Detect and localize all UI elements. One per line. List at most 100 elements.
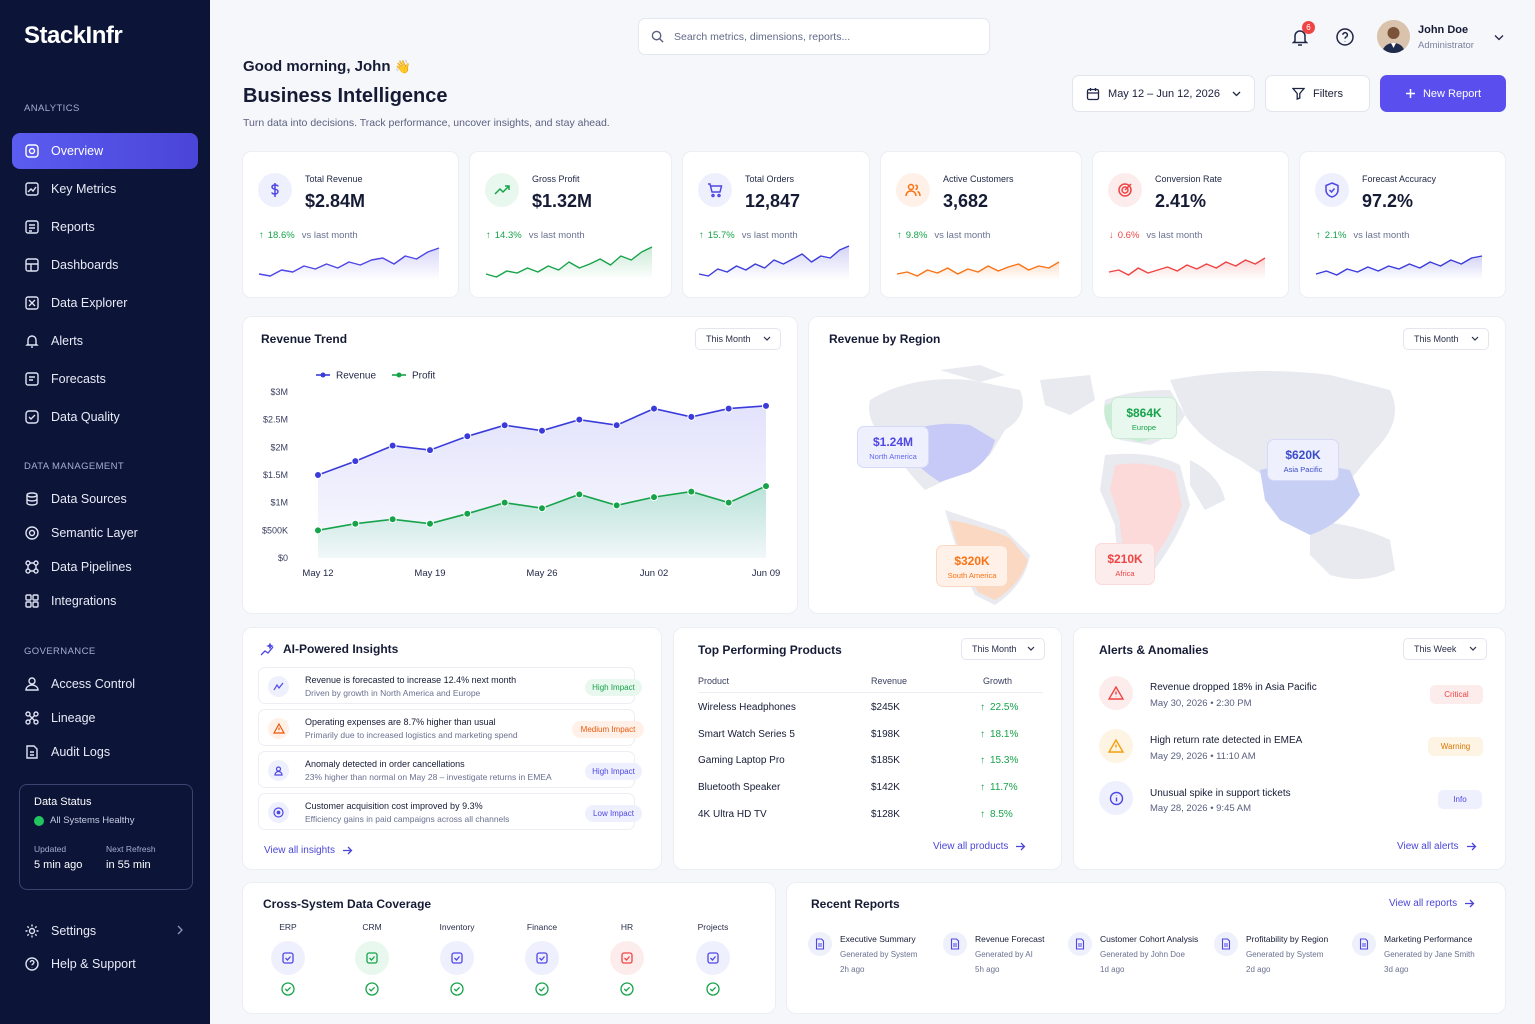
coverage-system-icon-bg[interactable]	[525, 941, 559, 975]
data-point-profit[interactable]	[538, 504, 546, 513]
sidebar-item-integrations[interactable]: Integrations	[12, 583, 198, 619]
product-name[interactable]: Bluetooth Speaker	[698, 782, 781, 794]
kpi-card-active-customers[interactable]: Active Customers 3,682 ↑ 9.8% vs last mont…	[880, 151, 1082, 298]
region-bubble-south-america[interactable]: $320K South America	[936, 545, 1008, 587]
coverage-system-icon-bg[interactable]	[271, 941, 305, 975]
new-report-button[interactable]: New Report	[1380, 75, 1506, 112]
kpi-card-gross-profit[interactable]: Gross Profit $1.32M ↑ 14.3% vs last month	[469, 151, 672, 298]
kpi-value: 97.2%	[1362, 191, 1414, 211]
view-all-reports-link[interactable]: View all reports	[1389, 898, 1475, 909]
alert-title: High return rate detected in EMEA	[1150, 735, 1303, 746]
sidebar-item-overview[interactable]: Overview	[12, 133, 198, 169]
data-point-revenue[interactable]	[538, 426, 546, 435]
data-point-revenue[interactable]	[463, 432, 472, 441]
help-icon[interactable]	[1334, 26, 1356, 48]
view-all-insights-link[interactable]: View all insights	[264, 845, 353, 856]
coverage-system-icon-bg[interactable]	[355, 941, 389, 975]
sidebar-item-data-sources[interactable]: Data Sources	[12, 481, 198, 517]
search-input[interactable]	[674, 30, 974, 43]
data-point-revenue[interactable]	[314, 471, 322, 479]
sidebar-item-lineage[interactable]: Lineage	[12, 700, 198, 736]
data-point-revenue[interactable]	[426, 446, 434, 455]
top-products-period-dropdown[interactable]: This Month	[961, 638, 1045, 660]
notification-bell-icon[interactable]	[1289, 26, 1311, 48]
report-item[interactable]: Profitability by Region Generated by Syst…	[1214, 930, 1344, 980]
product-name[interactable]: Smart Watch Series 5	[698, 728, 795, 740]
user-avatar[interactable]	[1377, 20, 1410, 53]
warning-triangle-icon	[1108, 739, 1124, 753]
view-all-alerts-link[interactable]: View all alerts	[1397, 841, 1477, 852]
data-point-revenue[interactable]	[687, 412, 696, 421]
kpi-card-total-revenue[interactable]: Total Revenue $2.84M ↑ 18.6% vs last month	[242, 151, 459, 298]
report-item[interactable]: Revenue Forecast Generated by AI 5h ago	[943, 930, 1073, 980]
data-point-profit[interactable]	[500, 498, 509, 507]
sidebar-item-data-quality[interactable]: Data Quality	[12, 399, 198, 435]
product-name[interactable]: Wireless Headphones	[698, 702, 796, 713]
kpi-card-total-orders[interactable]: Total Orders 12,847 ↑ 15.7% vs last month	[682, 151, 870, 298]
insight-row[interactable]: Revenue is forecasted to increase 12.4% …	[258, 667, 642, 704]
coverage-system-icon-bg[interactable]	[610, 941, 644, 975]
kpi-card-forecast-accuracy[interactable]: Forecast Accuracy 97.2% ↑ 2.1% vs last mon…	[1299, 151, 1506, 298]
revenue-trend-period-dropdown[interactable]: This Month	[695, 328, 781, 350]
report-item[interactable]: Marketing Performance Generated by Jane S…	[1352, 930, 1482, 980]
data-point-profit[interactable]	[426, 519, 434, 528]
kpi-sparkline	[1315, 255, 1483, 280]
data-point-profit[interactable]	[463, 509, 472, 518]
region-bubble-africa[interactable]: $210K Africa	[1095, 543, 1155, 585]
coverage-system-icon-bg[interactable]	[696, 941, 730, 975]
data-point-profit[interactable]	[612, 501, 621, 510]
data-point-revenue[interactable]	[388, 441, 397, 450]
date-range-picker[interactable]: May 12 – Jun 12, 2026	[1072, 75, 1255, 112]
sidebar-item-semantic-layer[interactable]: Semantic Layer	[12, 515, 198, 551]
data-point-revenue[interactable]	[650, 404, 658, 413]
insight-row[interactable]: Operating expenses are 8.7% higher than …	[258, 709, 644, 746]
sidebar-item-help[interactable]: Help & Support	[12, 946, 198, 982]
arrow-down-icon: ↓	[1109, 230, 1114, 241]
data-point-profit[interactable]	[650, 493, 658, 502]
product-name[interactable]: Gaming Laptop Pro	[698, 755, 785, 767]
sidebar-item-data-explorer[interactable]: Data Explorer	[12, 285, 198, 321]
kpi-change: ↑ 2.1% vs last month	[1316, 230, 1409, 241]
coverage-system-icon-bg[interactable]	[440, 941, 474, 975]
data-point-profit[interactable]	[351, 519, 360, 528]
revenue-region-period-dropdown[interactable]: This Month	[1403, 328, 1489, 350]
region-bubble-north-america[interactable]: $1.24M North America	[857, 426, 929, 468]
data-point-revenue[interactable]	[762, 401, 770, 410]
sidebar-item-forecasts[interactable]: Forecasts	[12, 361, 198, 397]
sidebar-item-reports[interactable]: Reports	[12, 209, 198, 245]
sidebar-item-settings[interactable]: Settings	[12, 913, 198, 949]
report-item[interactable]: Customer Cohort Analysis Generated by Joh…	[1068, 930, 1198, 980]
sidebar-item-dashboards[interactable]: Dashboards	[12, 247, 198, 283]
data-point-revenue[interactable]	[500, 421, 509, 430]
data-point-revenue[interactable]	[612, 421, 621, 430]
data-point-revenue[interactable]	[724, 404, 733, 413]
greeting: Good morning, John 👋	[243, 58, 411, 75]
data-point-profit[interactable]	[687, 487, 696, 496]
sidebar-item-access-control[interactable]: Access Control	[12, 666, 198, 702]
region-bubble-asia-pacific[interactable]: $620K Asia Pacific	[1267, 439, 1339, 481]
search-bar[interactable]	[638, 18, 990, 55]
data-point-revenue[interactable]	[575, 415, 584, 424]
filters-button[interactable]: Filters	[1265, 75, 1370, 112]
report-item[interactable]: Executive Summary Generated by System 2h a…	[808, 930, 938, 980]
sidebar-item-key-metrics[interactable]: Key Metrics	[12, 171, 198, 207]
kpi-card-conversion-rate[interactable]: Conversion Rate 2.41% ↓ 0.6% vs last month	[1092, 151, 1289, 298]
insight-row[interactable]: Anomaly detected in order cancellations …	[258, 751, 642, 788]
sidebar-item-alerts[interactable]: Alerts	[12, 323, 198, 359]
data-point-revenue[interactable]	[351, 457, 360, 466]
table-divider	[698, 692, 1043, 693]
view-all-products-link[interactable]: View all products	[933, 841, 1026, 852]
alert-date: May 30, 2026 • 2:30 PM	[1150, 698, 1252, 709]
data-point-profit[interactable]	[762, 482, 770, 491]
sidebar-item-audit-logs[interactable]: Audit Logs	[12, 734, 198, 770]
user-menu-chevron-icon[interactable]	[1494, 34, 1504, 41]
data-point-profit[interactable]	[314, 526, 322, 535]
data-point-profit[interactable]	[388, 515, 397, 524]
region-bubble-europe[interactable]: $864K Europe	[1111, 397, 1177, 439]
insight-row[interactable]: Customer acquisition cost improved by 9.…	[258, 793, 642, 830]
data-point-profit[interactable]	[575, 490, 584, 499]
data-point-profit[interactable]	[724, 498, 733, 507]
product-name[interactable]: 4K Ultra HD TV	[698, 808, 767, 820]
sidebar-item-data-pipelines[interactable]: Data Pipelines	[12, 549, 198, 585]
alerts-period-dropdown[interactable]: This Week	[1403, 638, 1487, 660]
